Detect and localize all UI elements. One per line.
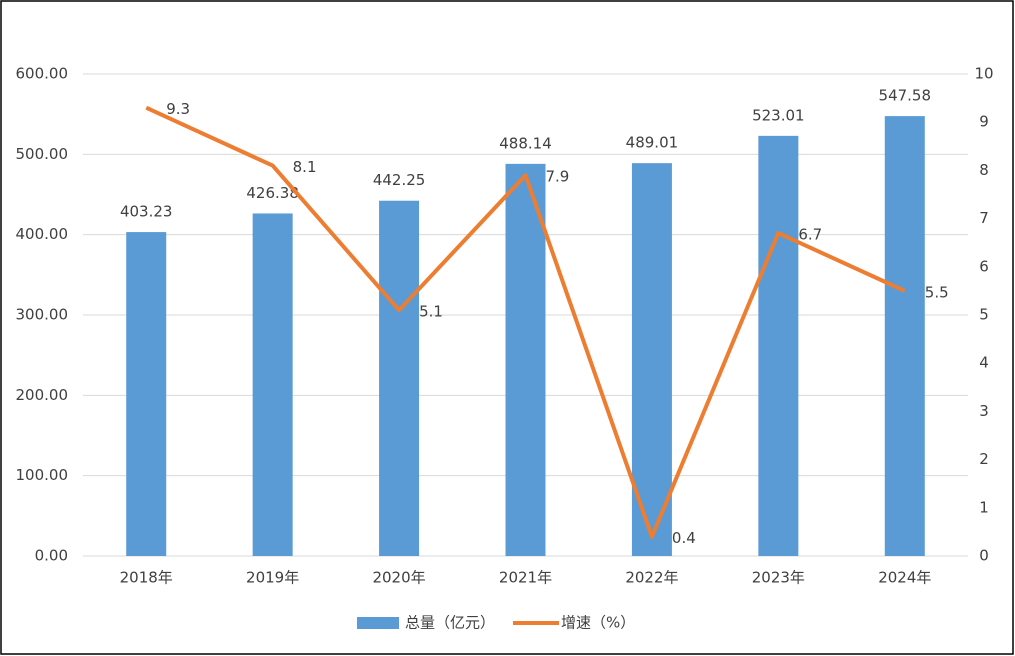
data-label: 7.9 (546, 168, 570, 186)
y2-tick-label: 8 (979, 161, 989, 179)
bar (758, 135, 799, 556)
y-tick-label: 600.00 (16, 65, 69, 83)
legend-label: 增速（%） (561, 614, 635, 632)
x-tick-label: 2023年 (752, 569, 805, 587)
data-label: 5.5 (925, 283, 949, 301)
data-label: 9.3 (166, 100, 190, 118)
data-label: 0.4 (672, 529, 696, 547)
y-tick-label: 400.00 (16, 225, 69, 243)
data-label: 489.01 (626, 134, 679, 152)
data-label: 6.7 (798, 226, 822, 244)
bar (884, 116, 925, 557)
data-label: 8.1 (293, 158, 317, 176)
data-label: 547.58 (879, 87, 932, 105)
bar (379, 200, 420, 556)
data-label: 403.23 (120, 203, 173, 221)
y-tick-label: 500.00 (16, 145, 69, 163)
y2-tick-label: 10 (974, 65, 993, 83)
y-tick-label: 300.00 (16, 306, 69, 324)
x-tick-label: 2021年 (499, 569, 552, 587)
bar (505, 163, 546, 556)
y2-tick-label: 5 (979, 306, 989, 324)
data-label: 523.01 (752, 106, 805, 124)
x-tick-label: 2020年 (372, 569, 425, 587)
y2-tick-label: 1 (979, 498, 989, 516)
x-tick-label: 2019年 (246, 569, 299, 587)
y2-tick-label: 3 (979, 402, 989, 420)
y2-tick-label: 0 (979, 547, 989, 565)
x-tick-label: 2024年 (878, 569, 931, 587)
bar (631, 163, 672, 556)
legend-swatch (357, 617, 399, 629)
data-label: 5.1 (419, 303, 443, 321)
y-tick-label: 200.00 (16, 386, 69, 404)
y2-tick-label: 7 (979, 209, 989, 227)
y-tick-label: 0.00 (35, 547, 68, 565)
x-tick-label: 2022年 (625, 569, 678, 587)
bar (252, 213, 293, 556)
data-label: 426.38 (246, 184, 299, 202)
legend-label: 总量（亿元） (405, 614, 495, 632)
data-label: 488.14 (499, 134, 552, 152)
data-label: 442.25 (373, 171, 426, 189)
y2-tick-label: 4 (979, 354, 989, 372)
y-tick-label: 100.00 (16, 466, 69, 484)
y2-tick-label: 2 (979, 450, 989, 468)
x-tick-label: 2018年 (120, 569, 173, 587)
bar (126, 232, 167, 556)
y2-tick-label: 6 (979, 257, 989, 275)
line (145, 105, 906, 539)
y2-tick-label: 9 (979, 113, 989, 131)
